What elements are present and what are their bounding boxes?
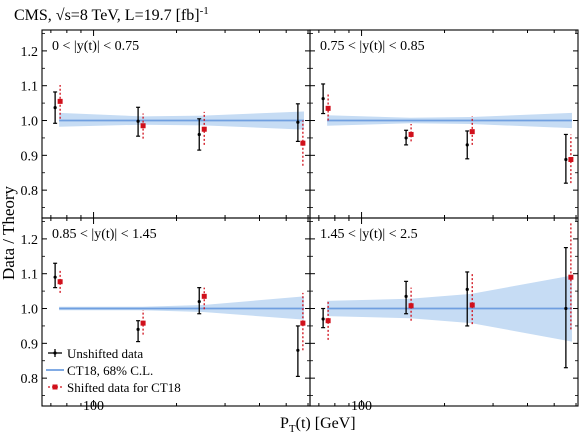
shifted-point <box>408 131 414 137</box>
x-axis-label-rest: (t) [GeV] <box>296 415 356 432</box>
panel-1: 0.8 0.9 1.0 1.1 1.2 0 < |y(t)| < 0.75 <box>21 29 311 219</box>
shifted-point <box>469 302 475 308</box>
unshifted-point <box>564 157 568 162</box>
shifted-point <box>140 123 146 129</box>
unshifted-point <box>465 143 469 147</box>
panel-label: 0.85 < |y(t)| < 1.45 <box>52 227 157 242</box>
legend-unshifted-marker <box>53 351 57 355</box>
x-tick-label: 100 <box>351 399 372 414</box>
y-axis-label: Data / Theory <box>0 185 18 280</box>
panel-4: 100 1.45 < |y(t)| < 2.5 <box>309 217 579 414</box>
shifted-point <box>568 157 574 163</box>
shifted-point <box>568 274 574 280</box>
unshifted-point <box>296 348 300 352</box>
unshifted-point <box>564 306 568 311</box>
shifted-point <box>469 129 475 135</box>
x-axis-label: PT(t) [GeV] <box>280 415 356 435</box>
unshifted-point <box>404 294 408 298</box>
panel-label: 1.45 < |y(t)| < 2.5 <box>320 227 418 242</box>
shifted-point <box>325 105 331 111</box>
panel-label: 0.75 < |y(t)| < 0.85 <box>320 39 425 54</box>
x-axis-label-sub: T <box>289 423 296 435</box>
shifted-point <box>201 126 207 132</box>
legend-shifted-marker <box>52 384 58 390</box>
panels-group: 0.8 0.9 1.0 1.1 1.2 0 < |y(t)| < 0.75 0.75 < |… <box>21 29 579 414</box>
unshifted-point <box>321 317 325 321</box>
chart-header: CMS, √s=8 TeV, L=19.7 [fb]-1 <box>14 5 209 24</box>
y-tick-label: 1.0 <box>21 115 39 130</box>
panel-frame <box>309 217 579 407</box>
y-tick-label: 1.1 <box>21 268 39 283</box>
shifted-point <box>300 140 306 146</box>
y-tick-label: 1.0 <box>21 303 39 318</box>
shifted-point <box>408 303 414 309</box>
shifted-point <box>57 98 63 104</box>
unshifted-point <box>53 275 57 279</box>
legend-entry-label: CT18, 68% C.L. <box>67 363 153 378</box>
panel-label: 0 < |y(t)| < 0.75 <box>52 39 139 54</box>
unshifted-point <box>197 132 201 137</box>
unshifted-point <box>321 96 325 101</box>
legend-entry-label: Shifted data for CT18 <box>67 380 181 395</box>
panel-3: 0.8 0.9 1.0 1.1 1.2 100 0.85 < |y(t)| < 1.45 <box>21 217 311 414</box>
unshifted-point <box>53 106 57 110</box>
unshifted-point <box>296 120 300 124</box>
y-tick-label: 0.9 <box>21 149 39 164</box>
legend-entry-label: Unshifted data <box>67 346 143 361</box>
shifted-point <box>57 279 63 285</box>
y-tick-label: 0.9 <box>21 337 39 352</box>
unshifted-point <box>465 287 469 291</box>
chart-header-main: CMS, √s=8 TeV, L=19.7 [fb] <box>14 7 200 24</box>
shifted-point <box>140 320 146 326</box>
shifted-point <box>201 293 207 299</box>
y-tick-label: 1.2 <box>21 45 39 60</box>
x-tick-label: 100 <box>83 399 104 414</box>
panel-2: 0.75 < |y(t)| < 0.85 <box>309 29 579 219</box>
unshifted-point <box>404 136 408 140</box>
chart-header-sup: -1 <box>200 5 209 17</box>
y-tick-label: 1.2 <box>21 233 39 248</box>
y-tick-label: 0.8 <box>21 184 39 199</box>
unshifted-point <box>136 119 140 123</box>
unshifted-point <box>136 327 140 332</box>
y-tick-label: 0.8 <box>21 372 39 387</box>
shifted-point <box>300 320 306 326</box>
unshifted-point <box>197 299 201 304</box>
x-axis-label-main: P <box>280 415 289 432</box>
shifted-point <box>325 318 331 324</box>
legend: Unshifted data CT18, 68% C.L. Shifted data… <box>46 346 181 395</box>
y-tick-label: 1.1 <box>21 80 39 95</box>
